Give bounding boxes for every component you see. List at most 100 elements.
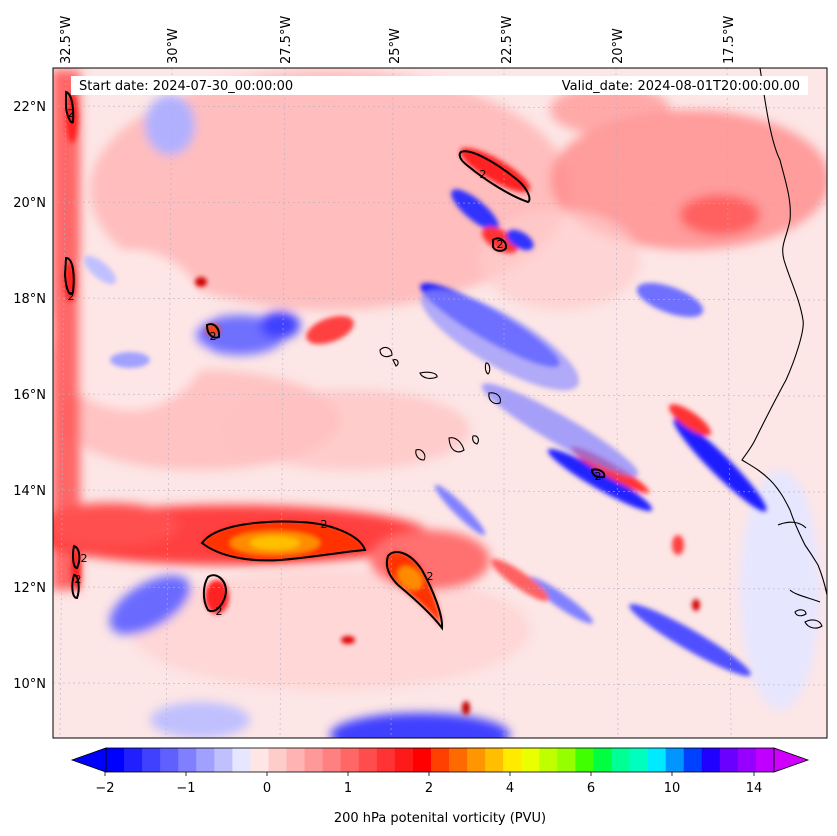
pv-region (150, 702, 250, 738)
contour-label: 2 (75, 573, 82, 586)
colorbar-cell (214, 748, 233, 772)
contour-label: 2 (427, 570, 434, 583)
coast-detail (789, 589, 821, 603)
map-panel[interactable]: 2 2 2 2 2 2 2 2 2 2 2 (30, 67, 830, 757)
contour-line (200, 520, 367, 562)
colorbar-tick-label: 14 (746, 781, 763, 796)
colorbar-tick-label: 10 (664, 781, 681, 796)
contour-label: 2 (497, 238, 504, 251)
pv-region (90, 70, 570, 310)
pv-maximum (64, 93, 700, 715)
contour-label: 2 (321, 518, 328, 531)
pv-streak (636, 282, 704, 318)
contour-line (63, 256, 75, 295)
colorbar-extend-low (70, 747, 107, 773)
colorbar-cell (286, 748, 306, 772)
date-header: Start date: 2024-07-30_00:00:00 Valid_da… (71, 76, 808, 95)
lon-label: 17.5°W (722, 16, 737, 64)
pv-contours (63, 90, 606, 631)
colorbar-cell (593, 748, 613, 772)
contour-labels: 2 2 2 2 2 2 2 2 2 2 2 (68, 107, 602, 618)
lat-label: 10°N (13, 677, 46, 692)
coastlines (379, 68, 827, 629)
west-africa-coastline (741, 68, 827, 596)
pv-region (740, 470, 820, 710)
colorbar-cell (521, 748, 540, 772)
pv-streak (506, 229, 534, 251)
lat-label: 14°N (13, 484, 46, 499)
pv-region (230, 390, 470, 470)
pv-region (109, 575, 191, 635)
cape-verde-island (419, 371, 438, 379)
colorbar-tick-label: 1 (344, 781, 352, 796)
pv-region (680, 195, 760, 235)
contour-line (205, 323, 221, 339)
colorbar-ticks (104, 772, 755, 776)
lon-label: 30°W (166, 28, 181, 64)
pv-region (53, 250, 210, 410)
colorbar-cells (106, 748, 775, 772)
colorbar: −2 −1 0 1 2 4 6 10 14 200 hPa potenital … (70, 747, 810, 826)
contour-line (458, 150, 531, 204)
contour-label: 2 (81, 552, 88, 565)
contour-line (71, 573, 80, 600)
lon-label: 20°W (611, 28, 626, 64)
colorbar-cell (430, 748, 450, 772)
colorbar-cell (647, 748, 667, 772)
contour-label: 2 (68, 290, 75, 303)
colorbar-cell (160, 748, 179, 772)
contour-line (202, 574, 228, 613)
pv-streak (673, 418, 767, 512)
cape-verde-island (484, 362, 491, 375)
pv-streak (451, 189, 499, 231)
colorbar-cell (485, 748, 504, 772)
lat-label: 22°N (13, 100, 46, 115)
colorbar-tick-label: −2 (95, 781, 114, 796)
colorbar-cell (340, 748, 360, 772)
colorbar-cell (683, 748, 703, 772)
colorbar-cell (467, 748, 486, 772)
date-header-background (71, 76, 808, 95)
pv-streak (110, 352, 150, 368)
pv-streak (434, 484, 486, 536)
colorbar-cell (178, 748, 197, 772)
pv-streak (481, 226, 519, 254)
colorbar-cell (358, 748, 378, 772)
colorbar-cell (142, 748, 161, 772)
colorbar-extend-high (773, 747, 810, 773)
contour-line (65, 90, 75, 124)
colorbar-cell (449, 748, 468, 772)
colorbar-cell (755, 748, 775, 772)
contour-label: 2 (480, 168, 487, 181)
colorbar-cell (503, 748, 522, 772)
colorbar-tick-label: 2 (425, 781, 433, 796)
colorbar-cell (412, 748, 432, 772)
colorbar-cell (394, 748, 414, 772)
start-date-label: Start date: 2024-07-30_00:00:00 (79, 79, 293, 94)
colorbar-tick-labels: −2 −1 0 1 2 4 6 10 14 (95, 781, 762, 796)
contour-line (72, 544, 81, 570)
contour-label: 2 (595, 470, 602, 483)
pv-streak (459, 147, 531, 193)
colorbar-cell (719, 748, 739, 772)
pv-streak (669, 404, 711, 436)
colorbar-cell (629, 748, 649, 772)
colorbar-cell (124, 748, 143, 772)
colorbar-cell (701, 748, 721, 772)
cape-verde-island (472, 435, 479, 445)
pv-region (145, 95, 195, 155)
colorbar-cell (557, 748, 576, 772)
lon-label: 32.5°W (59, 16, 74, 64)
pv-streak (629, 603, 751, 677)
pv-streak (306, 315, 354, 345)
colorbar-cell (268, 748, 288, 772)
contour-label: 2 (68, 107, 75, 120)
cape-verde-island (448, 437, 465, 453)
pv-streak (481, 383, 639, 477)
cape-verde-island (379, 346, 393, 358)
colorbar-cell (575, 748, 595, 772)
pv-region (53, 70, 80, 590)
colorbar-tick-label: 6 (587, 781, 595, 796)
colorbar-cell (376, 748, 396, 772)
colorbar-cell (232, 748, 252, 772)
